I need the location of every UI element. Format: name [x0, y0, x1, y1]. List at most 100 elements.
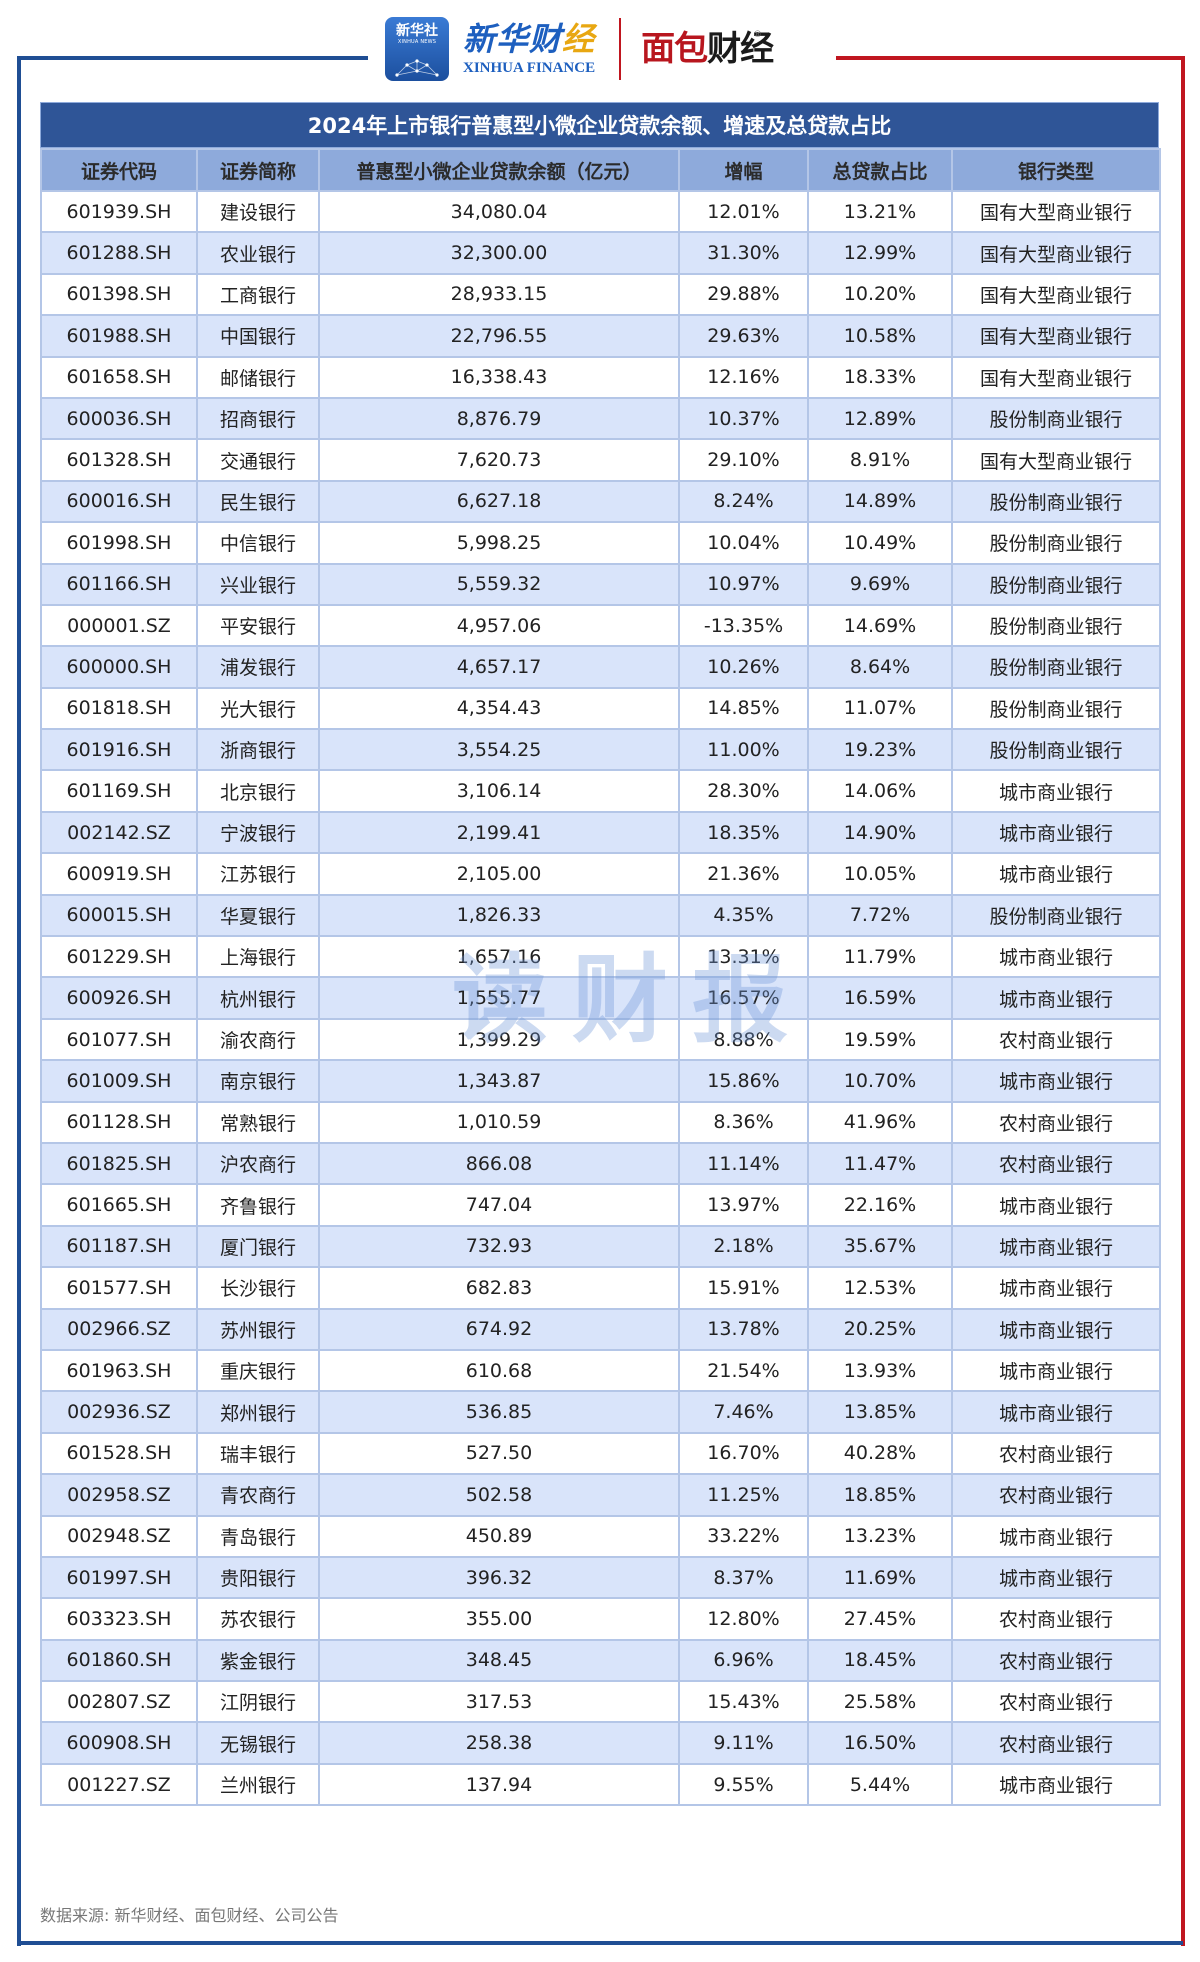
table-row: 002948.SZ 青岛银行 450.89 33.22% 13.23% 城市商业银行: [40, 1514, 1161, 1558]
cell-share: 27.45%: [807, 1597, 953, 1641]
cell-code: 600015.SH: [40, 893, 198, 938]
cell-share: 18.33%: [807, 355, 953, 399]
cell-growth: 33.22%: [678, 1514, 809, 1558]
cell-share: 9.69%: [807, 562, 953, 606]
cell-balance: 1,826.33: [318, 893, 680, 938]
mianbao-finance-logo: 面包财经 ®: [641, 29, 774, 69]
cell-bank-type: 城市商业银行: [951, 769, 1161, 813]
cell-code: 601997.SH: [40, 1555, 198, 1600]
logo-divider: [619, 18, 622, 80]
cell-balance: 32,300.00: [318, 231, 680, 275]
xinhua-finance-cn-accent: 经: [562, 20, 596, 58]
cell-name: 长沙银行: [196, 1266, 320, 1310]
cell-balance: 4,354.43: [318, 686, 680, 731]
cell-bank-type: 股份制商业银行: [951, 645, 1161, 689]
cell-growth: 31.30%: [678, 231, 809, 275]
cell-growth: 11.14%: [678, 1141, 809, 1186]
cell-code: 000001.SZ: [40, 603, 198, 648]
cell-code: 601577.SH: [40, 1266, 198, 1310]
cell-name: 重庆银行: [196, 1348, 320, 1393]
cell-name: 无锡银行: [196, 1721, 320, 1765]
cell-code: 600036.SH: [40, 396, 198, 441]
cell-growth: 13.97%: [678, 1183, 809, 1227]
cell-name: 华夏银行: [196, 893, 320, 938]
cell-bank-type: 城市商业银行: [951, 852, 1161, 896]
cell-growth: 14.85%: [678, 686, 809, 731]
cell-bank-type: 城市商业银行: [951, 1514, 1161, 1558]
table-row: 601997.SH 贵阳银行 396.32 8.37% 11.69% 城市商业银行: [40, 1555, 1161, 1600]
mianbao-logo-red-text: 面包: [641, 29, 708, 69]
cell-share: 13.23%: [807, 1514, 953, 1558]
cell-share: 19.59%: [807, 1017, 953, 1062]
frame-top-left-line: [17, 56, 368, 60]
cell-growth: 12.01%: [678, 189, 809, 234]
frame-top-right-line: [836, 56, 1185, 60]
cell-name: 中国银行: [196, 314, 320, 358]
xinhua-finance-en-text: XINHUA FINANCE: [463, 60, 596, 76]
cell-code: 001227.SZ: [40, 1762, 198, 1807]
data-table: 证券代码 证券简称 普惠型小微企业贷款余额（亿元） 增幅 总贷款占比 银行类型 …: [40, 148, 1161, 1807]
cell-balance: 866.08: [318, 1141, 680, 1186]
table-row: 601988.SH 中国银行 22,796.55 29.63% 10.58% 国有大型商业…: [40, 314, 1161, 358]
cell-bank-type: 城市商业银行: [951, 1266, 1161, 1310]
cell-balance: 732.93: [318, 1224, 680, 1269]
cell-share: 11.47%: [807, 1141, 953, 1186]
cell-share: 40.28%: [807, 1431, 953, 1476]
table-row: 002807.SZ 江阴银行 317.53 15.43% 25.58% 农村商业银行: [40, 1680, 1161, 1724]
column-header-name: 证券简称: [196, 148, 320, 192]
cell-bank-type: 农村商业银行: [951, 1017, 1161, 1062]
cell-code: 601665.SH: [40, 1183, 198, 1227]
table-row: 601939.SH 建设银行 34,080.04 12.01% 13.21% 国有大型商业…: [40, 189, 1161, 234]
table-row: 002142.SZ 宁波银行 2,199.41 18.35% 14.90% 城市商业银行: [40, 810, 1161, 855]
table-row: 601963.SH 重庆银行 610.68 21.54% 13.93% 城市商业银行: [40, 1348, 1161, 1393]
cell-code: 601128.SH: [40, 1100, 198, 1144]
cell-growth: 10.37%: [678, 396, 809, 441]
table-row: 600016.SH 民生银行 6,627.18 8.24% 14.89% 股份制商业银行: [40, 479, 1161, 524]
cell-growth: 4.35%: [678, 893, 809, 938]
cell-balance: 682.83: [318, 1266, 680, 1310]
cell-name: 贵阳银行: [196, 1555, 320, 1600]
cell-growth: 8.24%: [678, 479, 809, 524]
cell-share: 10.58%: [807, 314, 953, 358]
cell-name: 邮储银行: [196, 355, 320, 399]
table-row: 601128.SH 常熟银行 1,010.59 8.36% 41.96% 农村商业银行: [40, 1100, 1161, 1144]
cell-code: 601963.SH: [40, 1348, 198, 1393]
cell-code: 603323.SH: [40, 1597, 198, 1641]
cell-balance: 4,957.06: [318, 603, 680, 648]
header-logos: 新华社 XINHUA NEWS 新华财经 XINHUA FINANCE 面包财经…: [385, 12, 774, 86]
cell-balance: 258.38: [318, 1721, 680, 1765]
cell-name: 南京银行: [196, 1059, 320, 1103]
cell-balance: 34,080.04: [318, 189, 680, 234]
cell-share: 14.89%: [807, 479, 953, 524]
cell-growth: 11.00%: [678, 728, 809, 772]
cell-bank-type: 城市商业银行: [951, 1390, 1161, 1434]
cell-growth: 9.11%: [678, 1721, 809, 1765]
cell-name: 农业银行: [196, 231, 320, 275]
cell-name: 紫金银行: [196, 1638, 320, 1683]
cell-growth: 21.36%: [678, 852, 809, 896]
cell-bank-type: 农村商业银行: [951, 1141, 1161, 1186]
cell-balance: 527.50: [318, 1431, 680, 1476]
cell-balance: 28,933.15: [318, 272, 680, 317]
cell-code: 601229.SH: [40, 935, 198, 979]
cell-name: 苏农银行: [196, 1597, 320, 1641]
cell-share: 14.06%: [807, 769, 953, 813]
cell-name: 浙商银行: [196, 728, 320, 772]
cell-growth: 13.78%: [678, 1307, 809, 1351]
network-icon: [395, 59, 439, 77]
cell-code: 002966.SZ: [40, 1307, 198, 1351]
table-row: 600015.SH 华夏银行 1,826.33 4.35% 7.72% 股份制商业银行: [40, 893, 1161, 938]
cell-code: 601916.SH: [40, 728, 198, 772]
cell-share: 14.69%: [807, 603, 953, 648]
registered-mark-icon: ®: [753, 30, 762, 40]
cell-name: 民生银行: [196, 479, 320, 524]
table-row: 601229.SH 上海银行 1,657.16 13.31% 11.79% 城市商业银行: [40, 935, 1161, 979]
cell-bank-type: 股份制商业银行: [951, 686, 1161, 731]
cell-code: 601328.SH: [40, 438, 198, 482]
frame-right-line: [1181, 56, 1185, 1946]
cell-bank-type: 股份制商业银行: [951, 521, 1161, 565]
cell-bank-type: 城市商业银行: [951, 1555, 1161, 1600]
cell-balance: 16,338.43: [318, 355, 680, 399]
cell-balance: 674.92: [318, 1307, 680, 1351]
cell-share: 11.79%: [807, 935, 953, 979]
